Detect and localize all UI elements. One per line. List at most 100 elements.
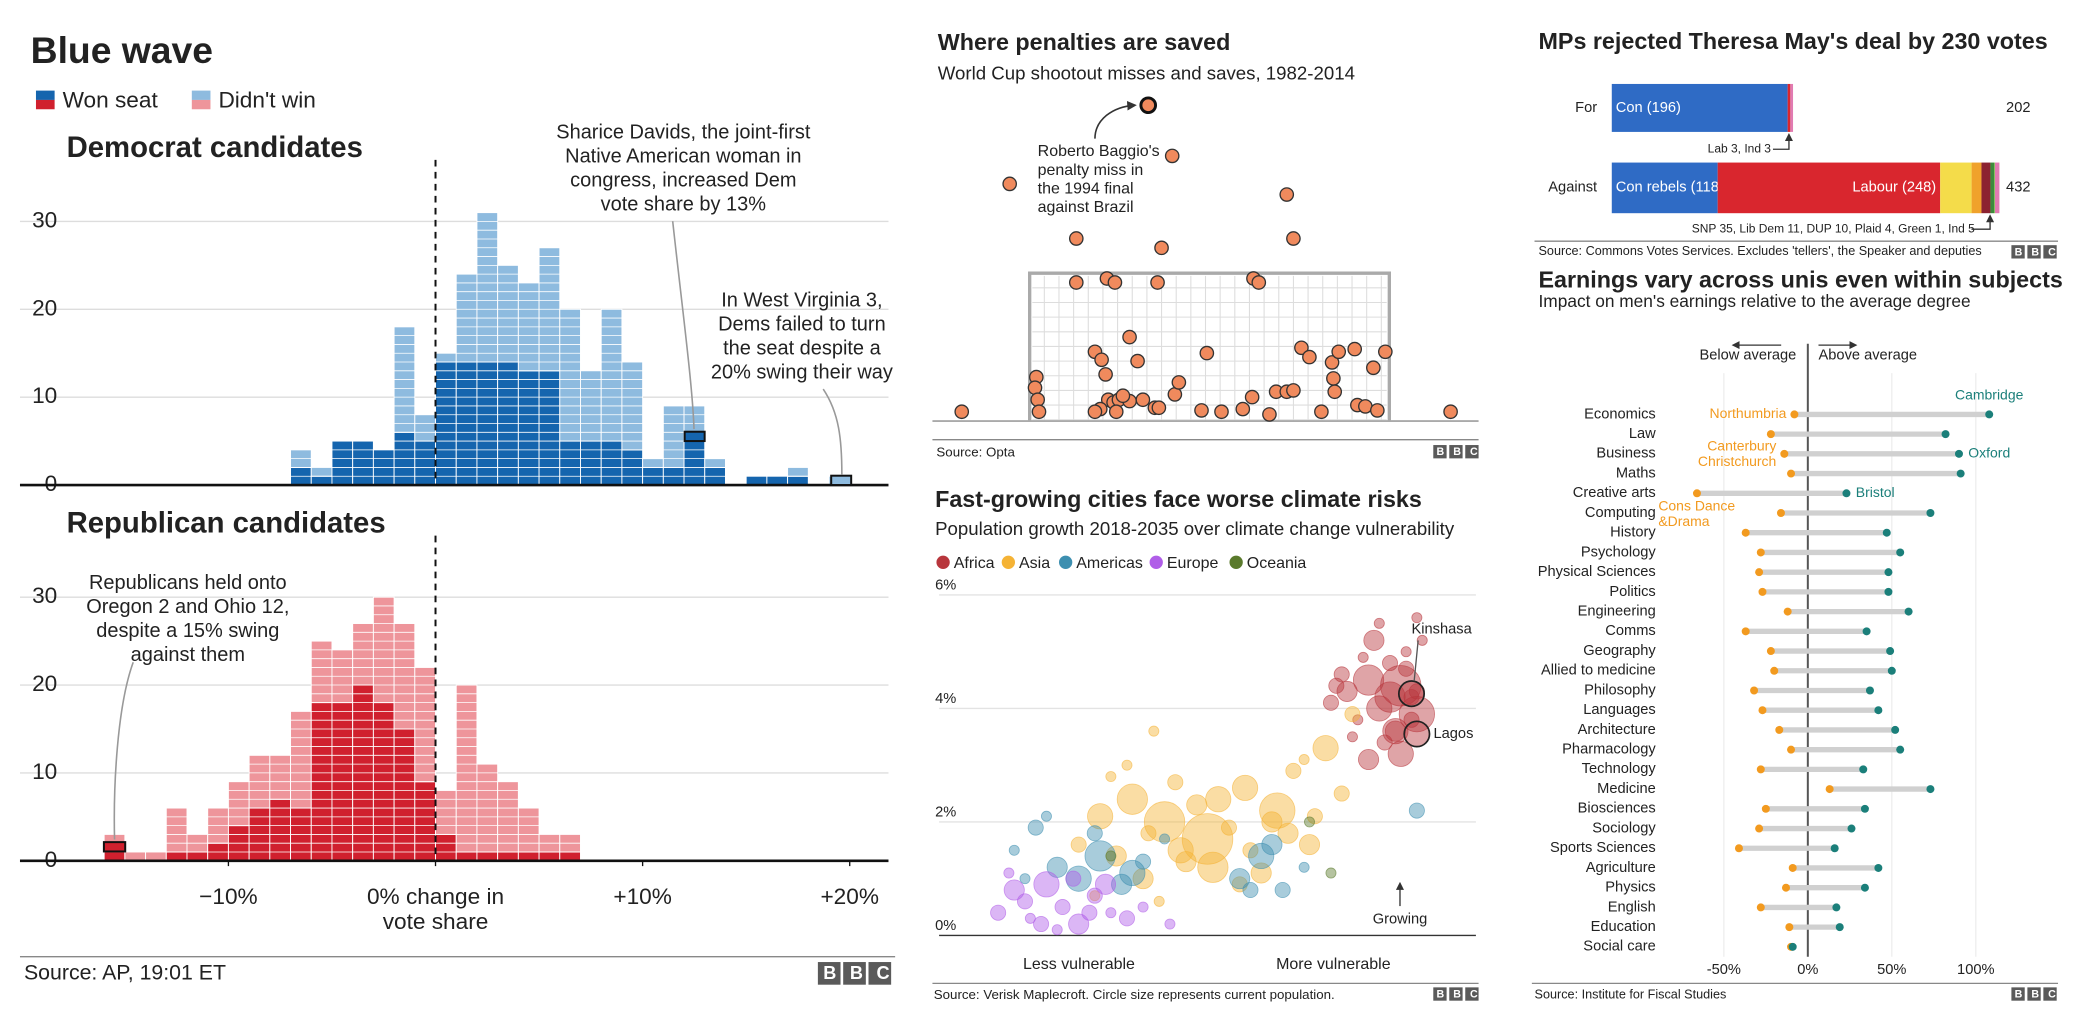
chart-subtitle: World Cup shootout misses and saves, 198… — [938, 63, 1355, 84]
x-tick-label: 0% change in vote share — [367, 884, 504, 934]
point-label: Canterbury Christchurch — [1698, 437, 1776, 468]
bar-won — [538, 370, 561, 486]
category-label: Engineering — [1578, 603, 1656, 619]
logo: BBC — [1436, 989, 1486, 1001]
dot — [1926, 785, 1935, 794]
dot — [1780, 449, 1789, 458]
bar-won — [414, 781, 436, 862]
annotation: SNP 35, Lib Dem 11, DUP 10, Plaid 4, Gre… — [1692, 221, 1975, 235]
chart-title: Fast-growing cities face worse climate r… — [935, 486, 1422, 512]
dot — [1882, 528, 1891, 537]
annotation: Lab 3, Ind 3 — [1708, 141, 1772, 155]
value-label: Con rebels (118) — [1616, 180, 1724, 196]
dot — [1954, 449, 1963, 458]
bubble — [1374, 681, 1406, 713]
logo-box — [2027, 987, 2041, 1001]
direction-label: Below average — [1699, 348, 1796, 364]
shot — [1068, 231, 1084, 246]
shot — [1087, 404, 1103, 420]
dot — [1874, 706, 1883, 715]
bar-lost — [455, 684, 478, 853]
bubble — [1242, 842, 1259, 859]
bar-segment — [1990, 162, 1995, 214]
bar-segment — [1787, 83, 1791, 132]
logo-box — [1465, 445, 1479, 459]
bubble — [1167, 774, 1184, 791]
annotation: penalty miss in — [1038, 162, 1144, 179]
shot — [1027, 380, 1043, 396]
bubble — [1277, 822, 1299, 844]
dot — [1787, 745, 1796, 754]
bubble — [1116, 783, 1148, 815]
shot — [1154, 240, 1169, 256]
total-label: 432 — [2006, 180, 2030, 196]
annotation: Republicans held onto — [89, 572, 287, 594]
dot — [1755, 568, 1764, 577]
direction-label: Above average — [1819, 348, 1917, 364]
bar-lost — [414, 666, 436, 783]
bar-lost — [787, 466, 809, 477]
source: Source: AP, 19:01 ET — [24, 961, 226, 985]
y-tick-label: 30 — [32, 207, 57, 232]
category-label: Social care — [1583, 939, 1655, 955]
panel-title: Democrat candidates — [67, 131, 363, 164]
category-label: Business — [1596, 446, 1655, 462]
dot — [1741, 528, 1750, 537]
bubble — [1051, 924, 1063, 936]
bubble — [1086, 825, 1103, 842]
bubble — [1081, 904, 1098, 921]
dot — [1985, 410, 1994, 419]
bubble — [1403, 711, 1420, 728]
x-tick-label: 50% — [1877, 962, 1906, 978]
bubble — [1186, 794, 1208, 816]
bar-won — [517, 370, 540, 486]
legend-label: Americas — [1076, 555, 1143, 572]
shot — [1286, 383, 1301, 398]
logo-box — [1433, 445, 1447, 459]
bar-won — [269, 798, 292, 862]
shot — [1135, 392, 1151, 408]
category-label: English — [1608, 899, 1656, 915]
legend-swatch — [1001, 555, 1016, 569]
bar-lost — [165, 807, 188, 853]
bubble — [1205, 786, 1232, 813]
bar-won — [352, 440, 374, 486]
bubble — [1242, 882, 1259, 899]
annotation-arrow — [1772, 132, 1793, 150]
point-label: Northumbria — [1710, 405, 1787, 421]
shot — [1130, 353, 1145, 369]
category-label: Sociology — [1592, 820, 1656, 836]
bubble — [1232, 774, 1259, 801]
source: Source: Institute for Fiscal Studies — [1535, 988, 1727, 1002]
shot — [1094, 352, 1109, 368]
shot — [1150, 275, 1165, 290]
dot — [1886, 647, 1895, 656]
bubble — [1336, 680, 1358, 702]
logo: BBC — [2015, 989, 2065, 1001]
bubble — [1070, 836, 1087, 853]
bubble — [1373, 617, 1385, 629]
bubble — [1119, 859, 1146, 887]
shot — [1002, 176, 1018, 192]
bar-won — [683, 440, 706, 486]
bubble — [1024, 912, 1036, 924]
dot — [1884, 568, 1893, 577]
bubble — [1261, 834, 1283, 856]
y-tick-label: 0 — [45, 471, 58, 496]
bubble — [1121, 759, 1133, 771]
legend-label: Asia — [1019, 555, 1050, 572]
category-label: Geography — [1583, 643, 1656, 659]
shot — [1347, 341, 1363, 357]
category-label: Creative arts — [1573, 485, 1656, 501]
bubble — [1167, 837, 1194, 864]
dot — [1783, 607, 1792, 616]
dot — [1865, 686, 1874, 695]
bar-won — [559, 440, 581, 486]
x-label: Less vulnerable — [1023, 956, 1135, 973]
bar-won — [435, 833, 457, 862]
annotation: 20% swing their way — [711, 361, 893, 383]
dot — [1860, 804, 1869, 813]
bubble — [1346, 731, 1358, 743]
bubble — [1065, 870, 1082, 887]
legend-label: Oceania — [1247, 555, 1307, 572]
